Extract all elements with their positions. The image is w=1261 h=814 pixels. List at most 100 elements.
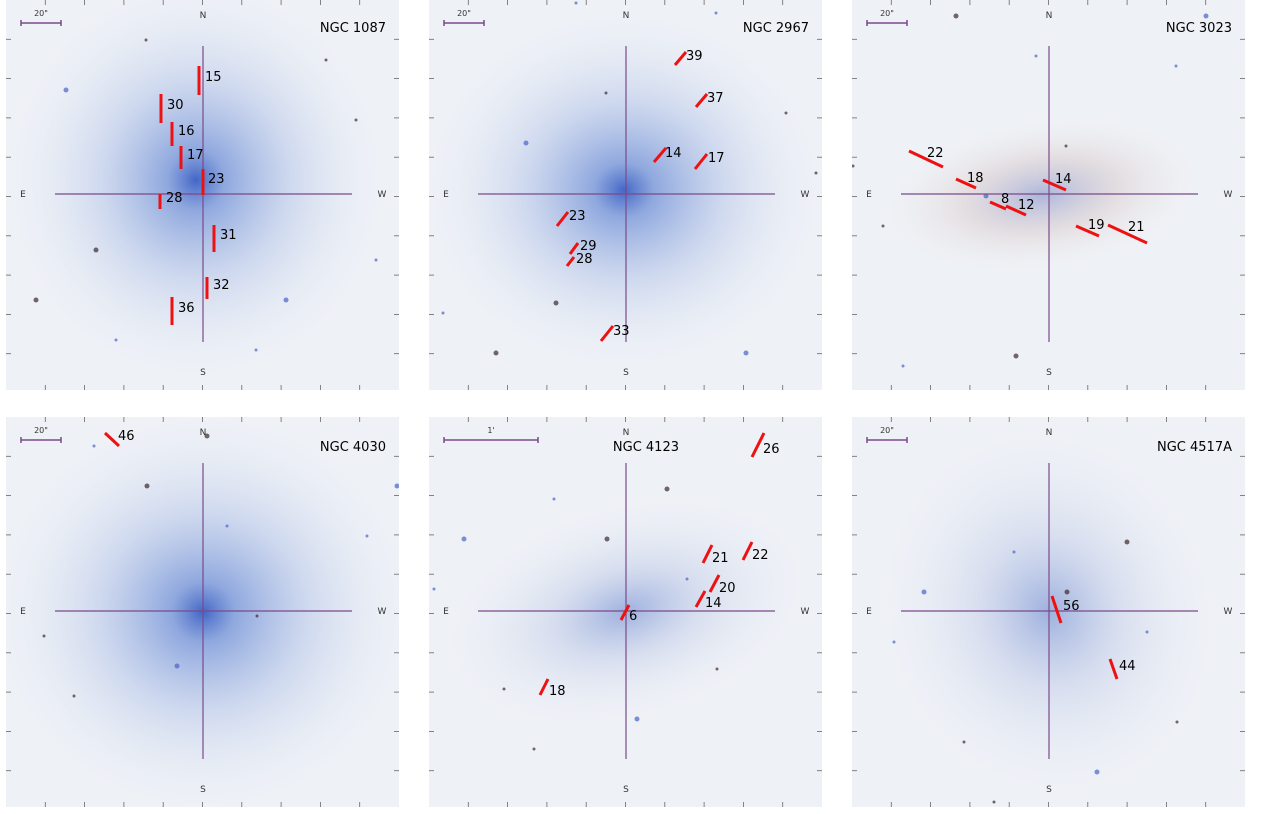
star [1125,540,1130,545]
panel-title: NGC 3023 [1166,21,1232,36]
compass-s: S [200,785,206,795]
compass-w: W [378,607,387,617]
scale-label: 1' [487,426,494,435]
compass-n: N [200,11,207,21]
star [635,717,640,722]
star [605,537,610,542]
slit-label: 20 [719,581,736,596]
panel-title: NGC 2967 [743,21,809,36]
compass-n: N [200,428,207,438]
star [64,88,69,93]
galaxy-glow [424,10,824,370]
compass-w: W [801,607,810,617]
compass-s: S [623,368,629,378]
slit-label: 36 [178,301,195,316]
star [93,445,96,448]
panel-grid: NSEW20"NGC 1087153016172328313236NSEW20"… [0,0,1261,814]
panel-title: NGC 1087 [320,21,386,36]
star [256,615,259,618]
star [34,298,39,303]
star [395,484,400,489]
slit-label: 18 [967,171,984,186]
slit-label: 26 [763,442,780,457]
star [94,248,99,253]
star [255,349,258,352]
compass-w: W [1224,190,1233,200]
figure: NSEW20"NGC 1087153016172328313236NSEW20"… [0,0,1261,814]
slit-label: 17 [187,148,204,163]
compass-e: E [443,190,449,200]
star [963,741,966,744]
slit-label: 14 [1055,172,1072,187]
compass-e: E [20,607,26,617]
slit-label: 19 [1088,218,1105,233]
slit-label: 44 [1119,659,1136,674]
star [716,668,719,671]
star [993,801,996,804]
star [852,165,855,168]
panel-title: NGC 4030 [320,440,386,455]
galaxy-glow [0,412,413,812]
slit-label: 22 [927,146,944,161]
slit-label: 15 [205,70,222,85]
compass-w: W [801,190,810,200]
star [954,14,959,19]
star [73,695,76,698]
compass-w: W [378,190,387,200]
slit-label: 23 [208,172,225,187]
slit-label: 28 [166,191,183,206]
slit-label: 21 [1128,220,1145,235]
compass-s: S [623,785,629,795]
star [815,172,818,175]
star [575,2,578,5]
star [1065,590,1070,595]
star [1013,551,1016,554]
slit-label: 31 [220,228,237,243]
star [744,351,749,356]
star [375,259,378,262]
compass-e: E [20,190,26,200]
scale-label: 20" [34,426,48,435]
compass-e: E [866,190,872,200]
slit-label: 32 [213,278,230,293]
star [1176,721,1179,724]
star [442,312,445,315]
star [882,225,885,228]
star [1035,55,1038,58]
panel-title: NGC 4517A [1157,440,1232,455]
compass-e: E [866,607,872,617]
slit-label: 56 [1063,599,1080,614]
slit-label: 16 [178,124,195,139]
star [605,92,608,95]
star [785,112,788,115]
image-panel: NSEW20"NGC 30232218812141921 [852,0,1246,390]
slit-label: 14 [705,596,722,611]
star [145,484,150,489]
star [686,578,689,581]
scale-label: 20" [34,9,48,18]
slit-label: 21 [712,551,729,566]
slit-label: 39 [686,49,703,64]
slit-label: 12 [1018,198,1035,213]
star [175,664,180,669]
slit-label: 46 [118,429,135,444]
star [325,59,328,62]
slit-label: 8 [1001,192,1009,207]
scale-label: 20" [880,9,894,18]
star [43,635,46,638]
compass-s: S [200,368,206,378]
star [665,487,670,492]
slit-label: 18 [549,684,566,699]
star [1065,145,1068,148]
star [145,39,148,42]
compass-s: S [1046,785,1052,795]
slit-label: 22 [752,548,769,563]
sky-image [852,0,1246,390]
star [1014,354,1019,359]
image-panel: NSEW20"NGC 1087153016172328313236 [6,0,399,390]
panel-title: NGC 4123 [613,440,679,455]
slit-label: 17 [708,151,725,166]
star [922,590,927,595]
